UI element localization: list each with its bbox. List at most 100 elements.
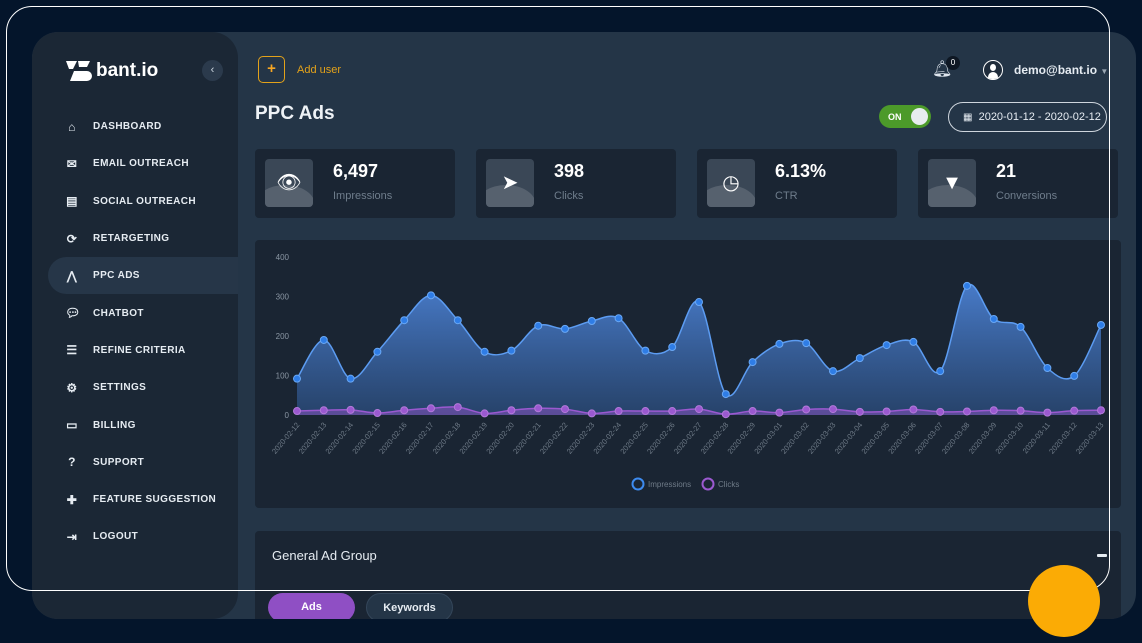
stat-value: 6.13% bbox=[775, 161, 827, 181]
impressions-point bbox=[802, 339, 811, 348]
sidebar-item-label: LOGOUT bbox=[93, 531, 139, 543]
toggle-label: ON bbox=[888, 112, 902, 122]
clicks-point bbox=[802, 405, 811, 414]
user-menu[interactable]: demo@bant.io ▼ bbox=[1014, 63, 1108, 77]
sidebar-item-label: EMAIL OUTREACH bbox=[93, 158, 189, 170]
sidebar-item-social-outreach[interactable]: ▤ SOCIAL OUTREACH bbox=[32, 183, 238, 220]
sidebar-item-chatbot[interactable]: 💬︎ CHATBOT bbox=[32, 294, 238, 331]
avatar[interactable] bbox=[983, 60, 1003, 80]
tab-keywords[interactable]: Keywords bbox=[366, 593, 453, 619]
stat-label: Impressions bbox=[333, 190, 393, 202]
orange-cursor-dot bbox=[1028, 565, 1100, 637]
sidebar-item-retargeting[interactable]: ⟳ RETARGETING bbox=[32, 220, 238, 257]
clicks-point bbox=[614, 407, 623, 416]
clicks-point bbox=[480, 409, 489, 418]
date-range-picker[interactable]: ▦ 2020-01-12 - 2020-02-12 bbox=[948, 102, 1107, 132]
caret-down-icon: ▼ bbox=[1100, 67, 1109, 76]
impressions-point bbox=[1043, 363, 1052, 372]
sidebar-item-label: CHATBOT bbox=[93, 307, 144, 319]
sync-icon: ⟳ bbox=[66, 231, 78, 246]
stat-card-clicks: ➤ 398 Clicks bbox=[476, 149, 676, 218]
logo[interactable]: bant.io bbox=[66, 60, 158, 82]
stats-cards: 👁 6,497 Impressions ➤ 398 Clicks ◷ 6.13% CTR ▼ 21 C… bbox=[255, 149, 1118, 218]
impressions-point bbox=[534, 321, 543, 330]
impressions-area bbox=[297, 284, 1101, 415]
date-range-text: 2020-01-12 - 2020-02-12 bbox=[978, 111, 1101, 123]
y-tick-label: 0 bbox=[285, 411, 290, 420]
y-tick-label: 300 bbox=[276, 293, 290, 302]
impressions-point bbox=[561, 324, 569, 333]
add-user-link[interactable]: Add user bbox=[297, 64, 342, 76]
clicks-point bbox=[1043, 408, 1052, 417]
envelope-icon: ✉ bbox=[66, 156, 78, 171]
credit-card-icon: ▭ bbox=[66, 418, 78, 433]
impressions-point bbox=[989, 315, 998, 324]
clicks-point bbox=[561, 405, 569, 414]
impressions-point bbox=[1016, 322, 1025, 331]
legend-marker-impressions bbox=[631, 477, 645, 491]
conversions-icon: ▼ bbox=[928, 159, 976, 207]
sidebar-item-dashboard[interactable]: ⌂ DASHBOARD bbox=[32, 108, 238, 145]
stat-label: CTR bbox=[775, 190, 798, 202]
impressions-point bbox=[829, 367, 837, 376]
campaign-toggle[interactable]: ON bbox=[879, 105, 931, 128]
puzzle-icon: ✚ bbox=[66, 492, 78, 507]
sidebar-item-email-outreach[interactable]: ✉ EMAIL OUTREACH bbox=[32, 145, 238, 182]
impressions-point bbox=[882, 341, 891, 350]
notification-badge: 0 bbox=[946, 56, 960, 70]
chevron-left-icon: ‹ bbox=[210, 64, 215, 76]
sidebar-item-label: RETARGETING bbox=[93, 233, 170, 245]
sliders-icon: ☰ bbox=[66, 343, 78, 358]
sidebar-item-feature-suggestion[interactable]: ✚ FEATURE SUGGESTION bbox=[32, 481, 238, 518]
tab-ads[interactable]: Ads bbox=[268, 593, 355, 619]
clicks-point bbox=[829, 405, 837, 414]
sidebar-item-billing[interactable]: ▭ BILLING bbox=[32, 406, 238, 443]
impressions-point bbox=[480, 347, 489, 356]
collapse-sidebar-button[interactable]: ‹ bbox=[202, 60, 223, 81]
impressions-point bbox=[721, 390, 730, 399]
clicks-point bbox=[936, 407, 945, 416]
impressions-point bbox=[319, 335, 328, 344]
sidebar-item-support[interactable]: ? SUPPORT bbox=[32, 444, 238, 481]
impressions-point bbox=[293, 374, 301, 383]
sidebar-item-label: PPC ADS bbox=[93, 270, 140, 282]
toggle-knob bbox=[911, 108, 928, 125]
sidebar-item-ppc-ads[interactable]: ⋀ PPC ADS bbox=[48, 257, 238, 295]
home-icon: ⌂ bbox=[68, 119, 76, 134]
clicks-point bbox=[882, 407, 891, 416]
stat-card-impressions: 👁 6,497 Impressions bbox=[255, 149, 455, 218]
impressions-point bbox=[668, 343, 677, 352]
sidebar-nav: ⌂ DASHBOARD ✉ EMAIL OUTREACH ▤ SOCIAL OUTREAC… bbox=[32, 108, 238, 556]
clicks-point bbox=[373, 409, 382, 418]
add-user-button[interactable]: + bbox=[258, 56, 285, 83]
bant-logo-icon bbox=[66, 61, 92, 81]
impressions-point bbox=[963, 281, 971, 290]
sidebar-item-logout[interactable]: ⇥ LOGOUT bbox=[32, 518, 238, 555]
stat-label: Clicks bbox=[554, 190, 584, 202]
sidebar-item-settings[interactable]: ⚙ SETTINGS bbox=[32, 369, 238, 406]
clicks-point bbox=[1097, 406, 1105, 415]
impressions-point bbox=[695, 298, 703, 307]
chart-svg: 01002003004002020-02-122020-02-132020-02… bbox=[270, 253, 1106, 491]
impressions-icon: 👁 bbox=[265, 159, 313, 207]
sidebar-item-refine-criteria[interactable]: ☰ REFINE CRITERIA bbox=[32, 332, 238, 369]
logo-text: bant.io bbox=[96, 60, 159, 81]
clicks-point bbox=[346, 405, 355, 414]
impressions-point bbox=[775, 339, 784, 348]
comments-icon: 💬︎ bbox=[65, 306, 81, 321]
page-title: PPC Ads bbox=[255, 103, 335, 124]
stat-value: 21 bbox=[996, 161, 1017, 181]
impressions-point bbox=[1097, 320, 1105, 329]
clicks-point bbox=[989, 406, 998, 415]
stat-label: Conversions bbox=[996, 190, 1058, 202]
clicks-point bbox=[400, 406, 409, 415]
sidebar-item-label: SETTINGS bbox=[93, 382, 147, 394]
sidebar-item-label: SOCIAL OUTREACH bbox=[93, 195, 197, 207]
sidebar-item-label: DASHBOARD bbox=[93, 121, 162, 133]
legend-label-clicks: Clicks bbox=[718, 480, 739, 489]
y-tick-label: 400 bbox=[276, 253, 290, 262]
impressions-point bbox=[1070, 371, 1079, 380]
clicks-point bbox=[775, 408, 784, 417]
clicks-point bbox=[534, 404, 543, 413]
collapse-minus-icon[interactable] bbox=[1097, 554, 1107, 557]
